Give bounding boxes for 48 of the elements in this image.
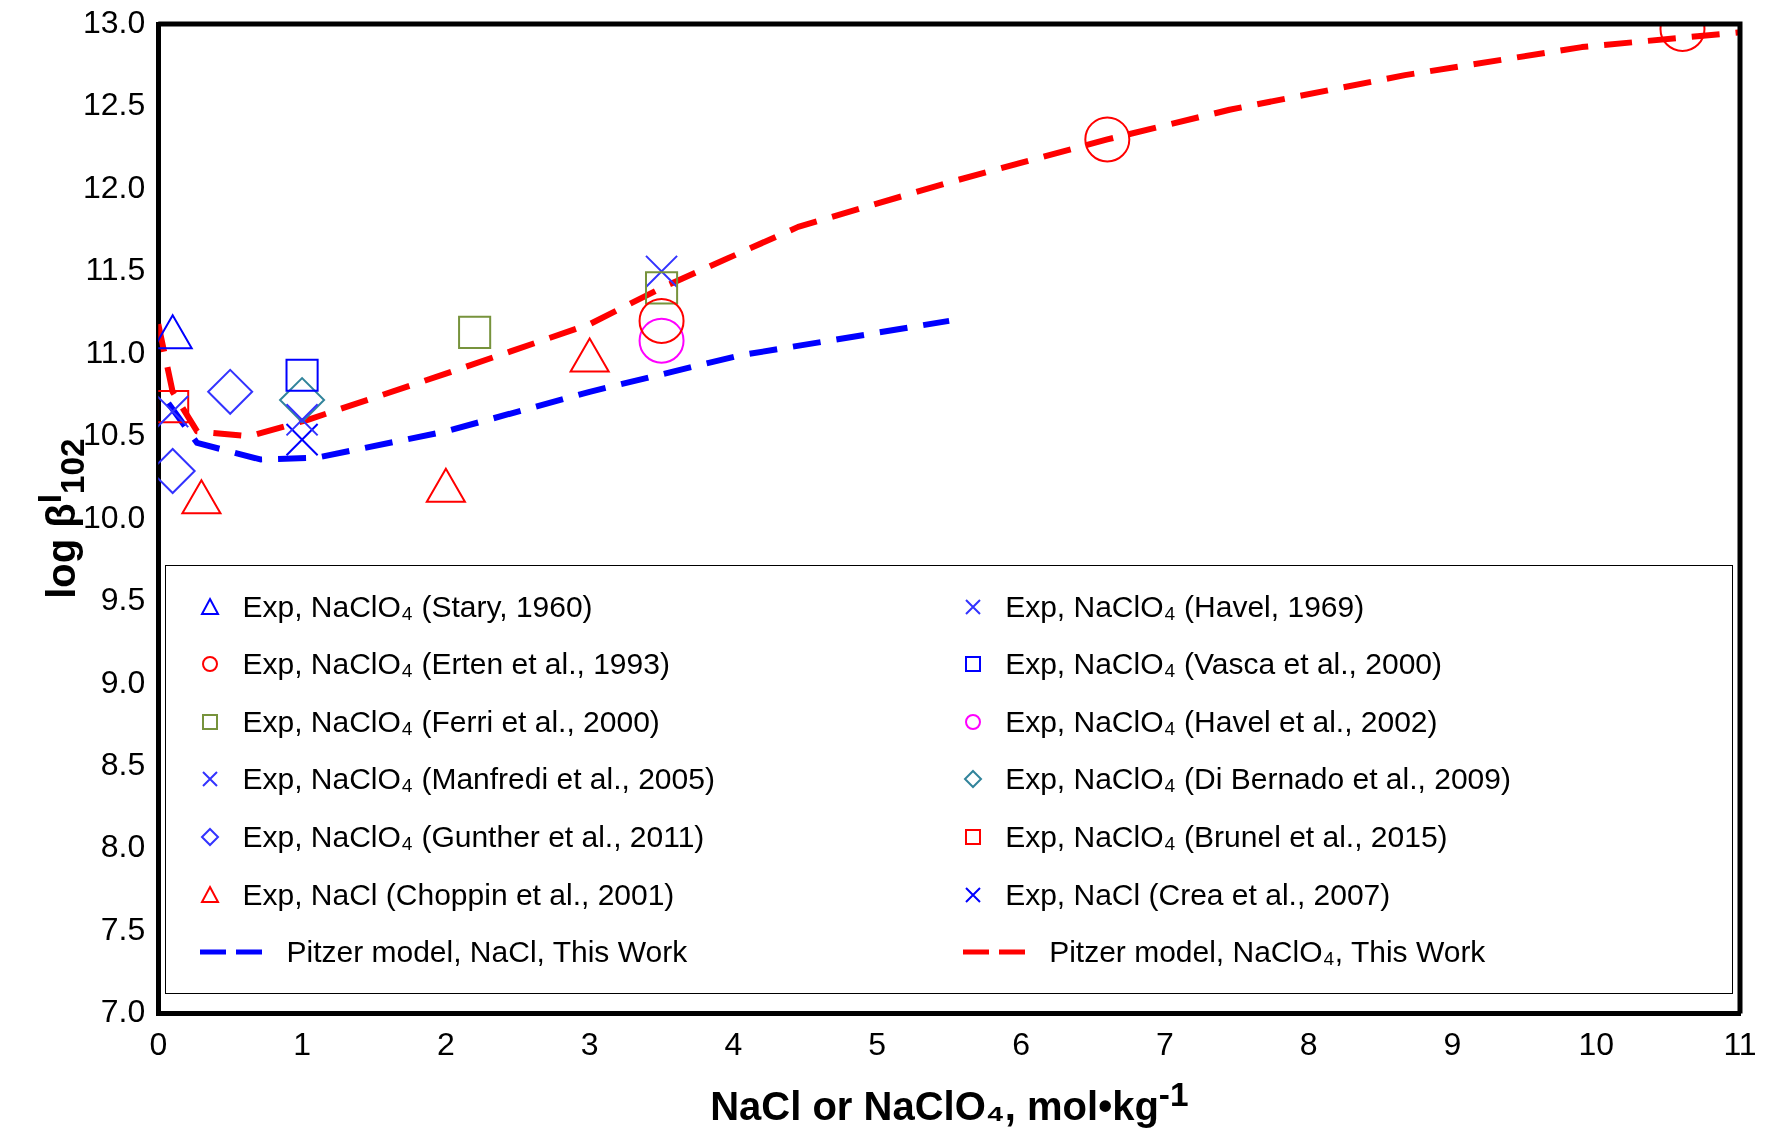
y-tick-label: 7.5 <box>100 910 146 947</box>
point <box>285 423 319 457</box>
legend-label: Exp, NaClO₄ (Stary, 1960) <box>242 589 593 624</box>
x-tick-label: 3 <box>580 1025 599 1062</box>
legend-label: Pitzer model, NaClO₄, This Work <box>1049 935 1486 970</box>
y-tick-label: 13.0 <box>83 3 146 40</box>
point <box>645 271 679 305</box>
x-axis-title: NaCl or NaClO₄, mol•kg$^{-1}$ <box>710 1075 1189 1129</box>
legend-label: Exp, NaClO₄ (Manfredi et al., 2005) <box>242 762 715 797</box>
point <box>645 254 679 288</box>
y-tick-label: 12.5 <box>83 86 146 123</box>
x-tick-label: 4 <box>724 1025 743 1062</box>
legend-label: Exp, NaClO₄ (Gunther et al., 2011) <box>242 819 705 854</box>
x-tick-label: 2 <box>436 1025 455 1062</box>
y-tick-label: 11.5 <box>85 251 146 288</box>
x-tick-label: 8 <box>1299 1025 1318 1062</box>
point <box>279 377 326 424</box>
point <box>638 317 685 364</box>
y-tick-label: 10.5 <box>83 416 146 453</box>
legend-label: Exp, NaClO₄ (Havel et al., 2002) <box>1005 704 1438 739</box>
point <box>285 358 319 392</box>
y-tick-label: 8.5 <box>100 746 146 783</box>
legend-label: Exp, NaClO₄ (Vasca et al., 2000) <box>1005 647 1442 682</box>
x-tick-label: 1 <box>293 1025 311 1062</box>
y-tick-label: 7.0 <box>100 993 146 1030</box>
y-tick-label: 11.0 <box>85 333 146 370</box>
point <box>1084 116 1131 163</box>
x-tick-label: 9 <box>1443 1025 1462 1062</box>
y-tick-label: 9.5 <box>100 581 146 618</box>
legend-label: Exp, NaClO₄ (Ferri et al., 2000) <box>242 704 660 739</box>
legend-label: Exp, NaClO₄ (Erten et al., 1993) <box>242 647 670 682</box>
point <box>458 315 492 349</box>
legend-label: Exp, NaCl (Crea et al., 2007) <box>1005 877 1391 912</box>
y-tick-label: 9.0 <box>100 663 146 700</box>
legend-label: Exp, NaClO₄ (Havel, 1969) <box>1005 589 1365 624</box>
legend-label: Pitzer model, NaCl, This Work <box>286 935 688 970</box>
x-tick-label: 7 <box>1155 1025 1174 1062</box>
x-tick-label: 10 <box>1578 1025 1614 1062</box>
y-tick-label: 12.0 <box>83 168 146 205</box>
legend-label: Exp, NaClO₄ (Brunel et al., 2015) <box>1005 819 1448 854</box>
x-tick-label: 11 <box>1723 1025 1757 1062</box>
x-tick-label: 0 <box>149 1025 168 1062</box>
point <box>638 297 685 344</box>
legend-label: Exp, NaClO₄ (Di Bernado et al., 2009) <box>1005 762 1511 797</box>
legend-label: Exp, NaCl (Choppin et al., 2001) <box>242 877 675 912</box>
x-tick-label: 5 <box>868 1025 887 1062</box>
y-tick-label: 8.0 <box>100 828 146 865</box>
x-tick-label: 6 <box>1012 1025 1030 1062</box>
